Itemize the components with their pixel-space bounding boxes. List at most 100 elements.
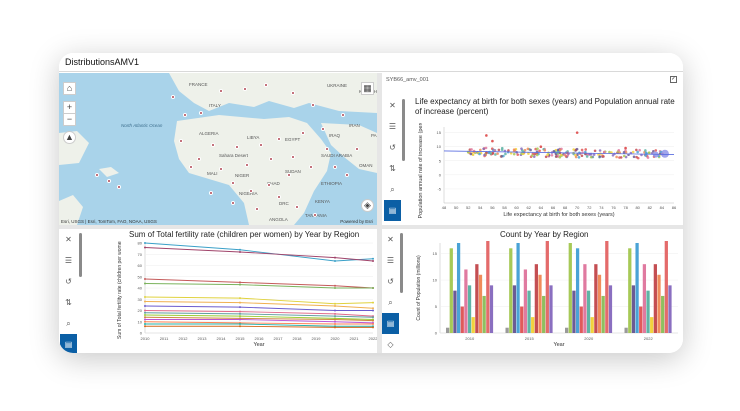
x-tick-label: 82 [648, 205, 653, 210]
close-icon[interactable]: ✕ [389, 101, 396, 110]
y-tick-label: 80 [138, 241, 143, 246]
map-point[interactable] [277, 195, 281, 199]
scatter-point [598, 155, 602, 158]
map-point[interactable] [219, 89, 223, 93]
map-point[interactable] [183, 113, 187, 117]
scrollbar[interactable] [400, 233, 403, 293]
map-point[interactable] [325, 147, 329, 151]
search-icon[interactable]: ⌕ [390, 184, 395, 194]
map-point[interactable] [269, 157, 273, 161]
filter-icon[interactable]: ⇅ [389, 164, 396, 173]
search-icon[interactable]: ⌕ [66, 318, 71, 328]
map-menu-icon[interactable]: ▦ [361, 82, 374, 95]
map-point[interactable] [209, 191, 213, 195]
compass-icon[interactable]: ▲ [63, 131, 76, 144]
list-icon[interactable]: ☰ [388, 122, 397, 131]
x-tick-label: 2015 [525, 336, 535, 341]
table-icon[interactable]: ▤ [60, 334, 77, 353]
scatter-point [624, 146, 627, 150]
y-tick-label: 50 [138, 274, 143, 279]
map-point[interactable] [235, 145, 239, 149]
map-point[interactable] [197, 157, 201, 161]
scatter-point [636, 156, 640, 160]
map-point[interactable] [311, 103, 315, 107]
map-point[interactable] [211, 143, 215, 147]
map-point[interactable] [264, 83, 268, 87]
map-point[interactable] [309, 165, 313, 169]
history-icon[interactable]: ↺ [65, 277, 72, 286]
scrollbar[interactable] [402, 99, 405, 161]
vertical-splitter[interactable] [377, 73, 382, 353]
list-icon[interactable]: ☰ [64, 256, 73, 265]
map-point[interactable] [291, 91, 295, 95]
map-point[interactable] [219, 167, 223, 171]
map-point[interactable] [313, 213, 317, 217]
bar [642, 264, 647, 333]
y-tick-label: 70 [138, 252, 143, 257]
home-button[interactable]: ⌂ [63, 82, 76, 95]
series-point [334, 287, 336, 289]
series-line [144, 283, 373, 289]
map-point[interactable] [117, 185, 121, 189]
map-point[interactable] [355, 147, 359, 151]
landmass-europe [169, 73, 377, 113]
table-icon[interactable]: ▤ [384, 200, 401, 221]
bar [460, 306, 464, 333]
map-point[interactable] [301, 131, 305, 135]
map-point[interactable] [291, 155, 295, 159]
series-line [144, 296, 374, 305]
map-point[interactable] [249, 189, 253, 193]
map-point[interactable] [259, 143, 263, 147]
map-point[interactable] [171, 95, 175, 99]
history-icon[interactable]: ↺ [387, 277, 394, 286]
map-point[interactable] [345, 173, 349, 177]
horizontal-splitter-left[interactable] [59, 225, 377, 229]
scrollbar[interactable] [79, 233, 82, 277]
list-icon[interactable]: ☰ [386, 256, 395, 265]
map-point[interactable] [95, 173, 99, 177]
map-point[interactable] [107, 179, 111, 183]
map-point[interactable] [267, 183, 271, 187]
map-point[interactable] [189, 165, 193, 169]
table-icon[interactable]: ▤ [382, 313, 399, 334]
horizontal-splitter-right[interactable] [382, 225, 683, 229]
map-point[interactable] [295, 205, 299, 209]
history-icon[interactable]: ↺ [389, 143, 396, 152]
series-line [144, 314, 374, 320]
filter-icon[interactable]: ⇅ [65, 298, 72, 307]
map-point[interactable] [179, 139, 183, 143]
x-tick-label: 2010 [141, 336, 151, 341]
zoom-out-button[interactable]: − [63, 113, 76, 126]
map-point[interactable] [231, 181, 235, 185]
map-point[interactable] [287, 173, 291, 177]
map-point[interactable] [199, 111, 203, 115]
bar [668, 285, 672, 333]
map-point[interactable] [341, 113, 345, 117]
map-view[interactable]: FRANCEITALYUKRAINEKAZAKHSTANNorth Atlant… [59, 73, 377, 225]
map-point[interactable] [277, 137, 281, 141]
map-point[interactable] [243, 87, 247, 91]
tag-icon[interactable]: ◇ [387, 340, 394, 349]
bar-panel: ✕ ☰ ↺ ⌕ ▤ ◇ Count by Year by Region 0 5 10… [382, 229, 683, 353]
bar [523, 269, 528, 333]
search-icon[interactable]: ⌕ [388, 297, 393, 307]
map-point[interactable] [255, 207, 259, 211]
series-point [334, 326, 336, 329]
layers-icon[interactable]: ◈ [361, 199, 374, 212]
close-icon[interactable]: ✕ [65, 235, 72, 244]
bar [489, 285, 494, 333]
map-point[interactable] [231, 201, 235, 205]
map-point[interactable] [333, 165, 337, 169]
x-tick-label: 54 [478, 205, 483, 210]
series-point [334, 315, 336, 318]
map-point[interactable] [245, 163, 249, 167]
line-chart-title: Sum of Total fertility rate (children pe… [129, 230, 360, 239]
map-point[interactable] [321, 127, 325, 131]
series-line [144, 247, 374, 262]
y-tick-label: 0 [140, 331, 143, 336]
checkbox-icon[interactable]: ✓ [670, 76, 677, 83]
bar [520, 306, 524, 333]
scatter-point [647, 151, 651, 154]
x-tick-label: 78 [623, 205, 628, 210]
close-icon[interactable]: ✕ [387, 235, 394, 244]
